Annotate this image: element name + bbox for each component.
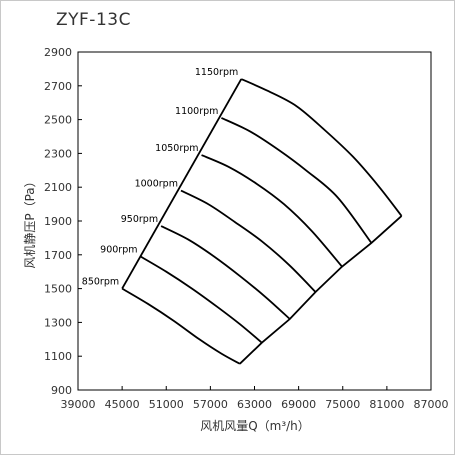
curve-label-950rpm: 950rpm: [121, 214, 158, 225]
y-tick-label: 2300: [44, 147, 72, 160]
x-tick-label: 75000: [325, 398, 360, 411]
curve-label-1100rpm: 1100rpm: [175, 106, 218, 117]
y-tick-label: 1700: [44, 249, 72, 262]
y-tick-label: 1500: [44, 283, 72, 296]
x-tick-label: 69000: [281, 398, 316, 411]
rpm-curves: [121, 78, 403, 365]
curve-label-1000rpm: 1000rpm: [135, 179, 178, 190]
x-tick-label: 87000: [414, 398, 449, 411]
curve-900rpm: [140, 255, 263, 344]
y-tick-label: 2700: [44, 80, 72, 93]
x-tick-label: 45000: [105, 398, 140, 411]
x-tick-label: 51000: [149, 398, 184, 411]
curve-850rpm: [121, 287, 241, 365]
y-tick-label: 1300: [44, 316, 72, 329]
x-tick-label: 81000: [369, 398, 404, 411]
curve-1000rpm: [180, 189, 317, 293]
right-envelope-line: [239, 215, 403, 365]
left-envelope-line: [121, 78, 243, 290]
chart-title: ZYF-13C: [56, 10, 131, 30]
curve-label-850rpm: 850rpm: [82, 277, 119, 288]
plot-area: [77, 51, 432, 391]
rpm-labels: 850rpm 900rpm 950rpm 1000rpm 1050rpm 1100rpm 1…: [82, 67, 238, 288]
curve-label-1150rpm: 1150rpm: [195, 67, 238, 78]
y-tick-label: 900: [51, 384, 72, 397]
y-tick-label: 1100: [44, 350, 72, 363]
curve-label-1050rpm: 1050rpm: [155, 143, 198, 154]
curve-1050rpm: [201, 154, 343, 268]
y-tick-label: 2100: [44, 181, 72, 194]
y-tick-label: 2900: [44, 46, 72, 59]
x-tick-label: 39000: [61, 398, 96, 411]
curve-1150rpm: [240, 78, 403, 217]
x-axis-label: 风机风量Q（m³/h）: [200, 419, 310, 433]
y-tick-label: 1900: [44, 215, 72, 228]
y-axis-ticks: 900 1100 1300 1500 1700 1900 2100 2300 2500 2700 2…: [44, 46, 82, 397]
y-tick-label: 2500: [44, 114, 72, 127]
x-axis-ticks: 39000 45000 51000 57000 63000 69000 75000 81000…: [61, 386, 449, 411]
curve-950rpm: [160, 225, 291, 320]
x-tick-label: 63000: [237, 398, 272, 411]
envelope-lines: [121, 78, 403, 365]
curve-1100rpm: [221, 117, 373, 244]
y-axis-label: 风机静压P（Pa）: [23, 175, 37, 268]
curve-label-900rpm: 900rpm: [100, 244, 137, 255]
x-tick-label: 57000: [193, 398, 228, 411]
